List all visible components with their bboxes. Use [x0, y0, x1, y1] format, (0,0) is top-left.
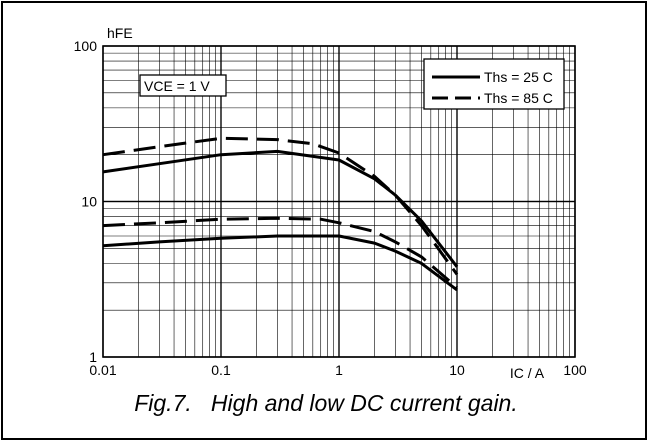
axes [102, 45, 576, 358]
plot-area [102, 45, 576, 358]
condition-label: VCE = 1 V [144, 78, 210, 94]
legend-entry-25c: Ths = 25 C [484, 69, 553, 85]
x-tick-label: 0.01 [89, 362, 116, 378]
y-tick-label: 10 [81, 194, 97, 210]
series-line-high-85c [102, 136, 459, 276]
x-tick-label: 100 [563, 362, 587, 378]
series [102, 136, 459, 292]
x-tick-label: 0.1 [211, 362, 231, 378]
x-tick-label: 10 [449, 362, 465, 378]
series-line-high-25c [102, 149, 459, 268]
condition-box: VCE = 1 V [139, 74, 227, 97]
legend-entry-85c: Ths = 85 C [484, 90, 553, 106]
figure-caption: Fig.7. High and low DC current gain. [134, 390, 518, 416]
tick-labels: 0.01 0.1 1 10 100 1 10 100 [74, 38, 587, 378]
legend: Ths = 25 C Ths = 85 C [423, 58, 565, 110]
x-axis-label: IC / A [510, 365, 545, 381]
x-tick-label: 1 [335, 362, 343, 378]
y-axis-label: hFE [107, 25, 133, 41]
series-line-low-25c [102, 234, 458, 292]
series-line-low-85c [102, 216, 458, 289]
y-tick-label: 100 [74, 38, 98, 54]
y-tick-label: 1 [89, 349, 97, 365]
